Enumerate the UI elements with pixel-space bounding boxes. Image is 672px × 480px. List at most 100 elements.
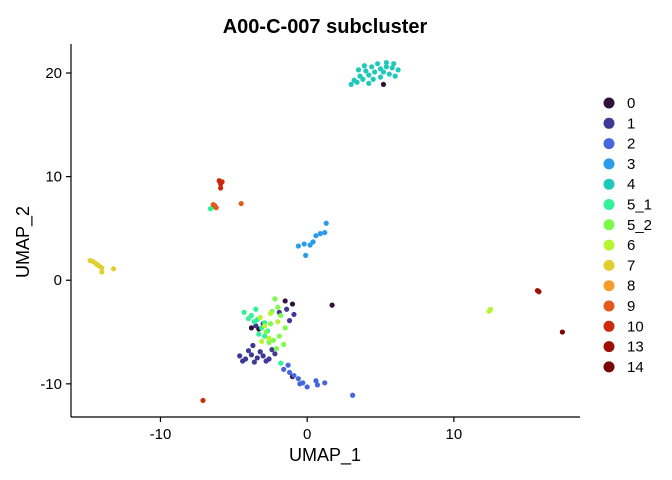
cluster-10-point (200, 397, 206, 404)
x-axis-label: UMAP_1 (289, 445, 361, 466)
cluster-4-point (351, 77, 357, 83)
legend-key-7 (603, 259, 615, 271)
cluster-1-point (257, 349, 263, 355)
cluster-0-point (248, 325, 255, 331)
cluster-4-point (348, 81, 354, 88)
cluster-9-point (210, 201, 216, 208)
legend-label-14: 14 (627, 359, 644, 376)
cluster-9-point (238, 200, 244, 207)
cluster-5-2-point (282, 325, 288, 331)
cluster-1-point (286, 318, 293, 324)
cluster-5-2-point (278, 312, 284, 319)
cluster-5-1-point (278, 360, 284, 366)
cluster-1-point (263, 358, 269, 364)
legend-key-13 (603, 341, 615, 353)
cluster-2-point (322, 380, 328, 386)
legend-key-1 (603, 117, 615, 129)
cluster-1-point (248, 352, 255, 358)
cluster-5-2-point (263, 329, 269, 335)
cluster-6-point (267, 310, 274, 316)
cluster-1-point (237, 353, 243, 359)
cluster-4-point (392, 73, 398, 79)
legend-label-0: 0 (627, 95, 635, 112)
legend-label-7: 7 (627, 257, 635, 274)
cluster-4-point (370, 76, 376, 82)
legend-key-8 (603, 280, 615, 292)
cluster-5-2-point (267, 321, 274, 327)
legend-label-1: 1 (627, 115, 635, 132)
chart-title: A00-C-007 subcluster (223, 16, 428, 38)
cluster-2-point (285, 362, 291, 368)
cluster-3-point (303, 252, 309, 258)
legend-key-0 (603, 97, 615, 109)
cluster-6-point (259, 338, 265, 344)
cluster-10-point (218, 185, 224, 191)
cluster-14-point (559, 329, 565, 335)
legend-label-8: 8 (627, 278, 635, 295)
legend-key-5-2 (603, 219, 615, 231)
points-layer (87, 60, 565, 404)
cluster-4-point (355, 67, 362, 73)
legend: 0 1 2 3 4 5_1 5_2 6 7 8 9 10 13 14 (603, 95, 652, 376)
cluster-0-point (329, 302, 335, 308)
cluster-1-point (250, 342, 256, 349)
cluster-6-point (257, 314, 263, 321)
cluster-3-point (310, 239, 316, 245)
cluster-7-point (110, 266, 117, 272)
cluster-5-2-point (273, 346, 279, 352)
cluster-4-point (372, 69, 378, 75)
y-tick-label: -10 (40, 376, 62, 393)
legend-key-10 (603, 320, 615, 332)
cluster-5-2-point (275, 304, 281, 310)
cluster-0-point (282, 298, 288, 304)
y-tick-label: 10 (45, 169, 62, 186)
cluster-5-2-point (281, 341, 287, 348)
cluster-6-point (275, 319, 281, 325)
cluster-2-point (295, 376, 301, 382)
legend-label-4: 4 (627, 176, 635, 193)
cluster-5-2-point (270, 337, 277, 343)
legend-key-5-1 (603, 199, 615, 210)
cluster-0-point (380, 81, 387, 88)
cluster-5-2-point (276, 333, 282, 339)
cluster-4-point (380, 69, 387, 75)
cluster-4-point (374, 61, 381, 67)
cluster-4-point (363, 68, 369, 74)
cluster-7-point (99, 269, 105, 275)
cluster-4-point (389, 65, 395, 71)
x-tick-label: 0 (303, 426, 311, 443)
cluster-4-point (357, 73, 363, 79)
cluster-3-point (317, 231, 323, 237)
cluster-4-point (369, 64, 375, 70)
legend-key-4 (603, 178, 615, 190)
cluster-3-point (301, 241, 307, 247)
y-axis-label: UMAP_2 (13, 206, 34, 278)
cluster-5-1-point (241, 309, 247, 315)
cluster-1-point (240, 358, 246, 364)
cluster-5-2-point (266, 339, 272, 345)
cluster-3-point (322, 229, 328, 236)
legend-label-5-1: 5_1 (627, 197, 652, 214)
legend-key-9 (603, 300, 615, 312)
cluster-1-point (260, 353, 266, 359)
y-tick-label: 0 (54, 272, 62, 289)
cluster-5-1-point (251, 319, 257, 325)
cluster-2-point (286, 369, 293, 376)
cluster-7-point (99, 265, 105, 271)
cluster-5-1-point (245, 315, 252, 322)
cluster-1-point (245, 348, 252, 354)
cluster-4-point (366, 80, 372, 86)
legend-label-10: 10 (627, 318, 644, 335)
cluster-5-1-point (256, 331, 262, 337)
x-tick-label: -10 (150, 426, 172, 443)
legend-label-9: 9 (627, 298, 635, 315)
cluster-4-point (383, 60, 389, 66)
cluster-1-point (253, 323, 259, 329)
legend-label-6: 6 (627, 237, 635, 254)
cluster-13-point (536, 289, 542, 295)
legend-label-3: 3 (627, 156, 635, 173)
legend-key-3 (603, 158, 615, 170)
legend-key-6 (603, 239, 615, 251)
cluster-1-point (272, 351, 278, 357)
cluster-1-point (254, 355, 260, 361)
